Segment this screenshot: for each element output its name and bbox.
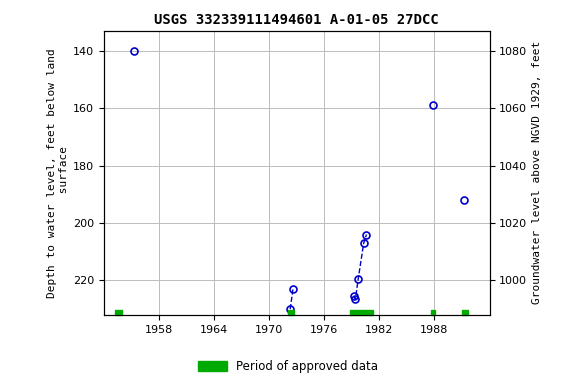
Legend: Period of approved data: Period of approved data [193, 356, 383, 378]
Bar [289, 310, 294, 315]
Y-axis label: Depth to water level, feet below land
 surface: Depth to water level, feet below land su… [47, 48, 69, 298]
Bar [462, 310, 468, 315]
Bar [350, 310, 373, 315]
Title: USGS 332339111494601 A-01-05 27DCC: USGS 332339111494601 A-01-05 27DCC [154, 13, 439, 27]
Bar [431, 310, 435, 315]
Y-axis label: Groundwater level above NGVD 1929, feet: Groundwater level above NGVD 1929, feet [532, 41, 541, 305]
Bar [115, 310, 122, 315]
